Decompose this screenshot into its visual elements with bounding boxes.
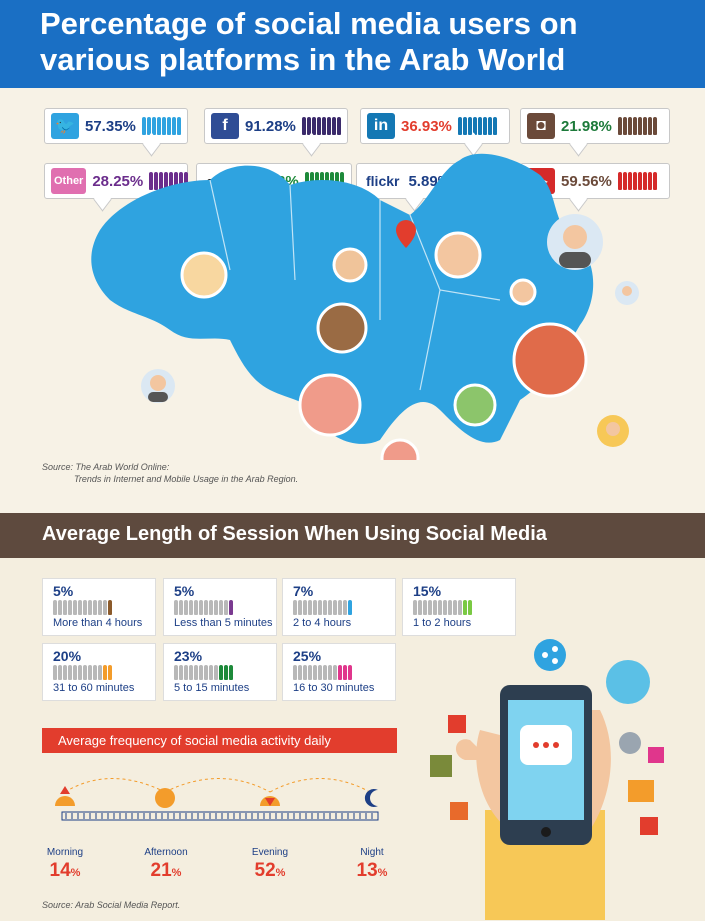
location-pin-icon [396, 220, 416, 248]
phone-illustration [430, 639, 664, 920]
time-label: Morning [46, 847, 84, 858]
session-percent: 5% [174, 583, 195, 599]
platform-percent: 59.56% [561, 172, 612, 190]
time-percent: 13% [356, 860, 388, 881]
people-icon-group [617, 171, 657, 190]
globe-icon [619, 732, 641, 754]
session-label: 31 to 60 minutes [53, 682, 135, 694]
other-icon: Other [51, 168, 87, 194]
session-percent: 7% [293, 583, 314, 599]
session-card: 5% Less than 5 minutes [163, 578, 277, 636]
heart-icon [448, 715, 466, 733]
session-label: 2 to 4 hours [293, 617, 352, 629]
frequency-banner: Average frequency of social media activi… [42, 728, 397, 753]
session-label: Less than 5 minutes [174, 617, 273, 629]
people-icon-group [301, 116, 341, 135]
session-percent: 15% [413, 583, 442, 599]
session-percent: 20% [53, 648, 82, 664]
facebook-icon: f [211, 113, 239, 139]
time-percent: 52% [254, 860, 286, 881]
people-icon-group [53, 665, 155, 680]
flickr-icon: flickr [363, 168, 403, 194]
people-icon-group [413, 600, 515, 615]
platform-card: in 36.93% [360, 108, 510, 144]
platform-percent: 91.28% [245, 117, 296, 135]
avatar-woman-top-right [547, 214, 603, 270]
page-title: Percentage of social media users on vari… [40, 6, 578, 77]
people-icon-group [149, 171, 189, 190]
day-timeline [55, 778, 379, 821]
time-label: Night [360, 847, 384, 858]
avatar-markers [180, 231, 588, 460]
time-percent: 14% [49, 860, 81, 881]
people-icon-group [174, 600, 276, 615]
platform-card: f 91.28% [204, 108, 348, 144]
sunset-icon [260, 796, 280, 806]
people-icon-group [457, 116, 497, 135]
twitter-icon: 🐦 [51, 113, 79, 139]
instagram-icon: ◘ [527, 113, 555, 139]
moon-icon [364, 789, 378, 807]
cart-icon [640, 817, 658, 835]
session-card: 5% More than 4 hours [42, 578, 156, 636]
people-icon-group [293, 600, 395, 615]
session-percent: 25% [293, 648, 322, 664]
source-note-1: Source: The Arab World Online: Trends in… [42, 462, 299, 484]
time-label: Evening [251, 847, 289, 858]
music-icon [648, 747, 664, 763]
sun-icon [155, 788, 175, 808]
people-icon-group [293, 665, 395, 680]
session-percent: 23% [174, 648, 203, 664]
platform-percent: 36.93% [401, 117, 452, 135]
platform-percent: 28.25% [92, 172, 144, 190]
session-card: 20% 31 to 60 minutes [42, 643, 156, 701]
platform-card: ◘ 21.98% [520, 108, 670, 144]
source-note-2: Source: Arab Social Media Report. [42, 900, 181, 910]
megaphone-icon [606, 660, 650, 704]
arab-world-map [91, 153, 594, 460]
session-label: 5 to 15 minutes [174, 682, 250, 694]
map-pin-icon [430, 755, 452, 777]
session-card: 25% 16 to 30 minutes [282, 643, 396, 701]
sunrise-icon [55, 786, 75, 806]
platform-percent: 57.35% [85, 117, 136, 135]
linkedin-icon: in [367, 113, 395, 139]
session-title: Average Length of Session When Using Soc… [42, 523, 547, 545]
people-icon-group [617, 116, 657, 135]
people-icon-group [174, 665, 276, 680]
session-card: 15% 1 to 2 hours [402, 578, 516, 636]
play-icon [450, 802, 468, 820]
session-card: 7% 2 to 4 hours [282, 578, 396, 636]
map-shape [91, 153, 594, 444]
people-icon-group [141, 116, 181, 135]
time-percent: 21% [150, 860, 182, 881]
camera-icon [628, 780, 654, 802]
avatar-woman-right [597, 415, 629, 447]
share-icon [534, 639, 566, 671]
session-percent: 5% [53, 583, 74, 599]
time-label: Afternoon [144, 847, 188, 858]
session-banner: Average Length of Session When Using Soc… [0, 513, 705, 558]
session-label: 16 to 30 minutes [293, 682, 375, 694]
platform-percent: 21.98% [561, 117, 612, 135]
session-card: 23% 5 to 15 minutes [163, 643, 277, 701]
session-label: 1 to 2 hours [413, 617, 472, 629]
session-label: More than 4 hours [53, 617, 143, 629]
people-icon-group [53, 600, 155, 615]
platform-card: Other 28.25% [44, 163, 189, 199]
avatar-man-left [141, 369, 175, 403]
avatar-small-right [615, 281, 639, 305]
platform-card: ▶59.56% [520, 163, 670, 199]
header-banner: Percentage of social media users on vari… [0, 0, 705, 88]
platform-card: 🐦 57.35% [44, 108, 188, 144]
